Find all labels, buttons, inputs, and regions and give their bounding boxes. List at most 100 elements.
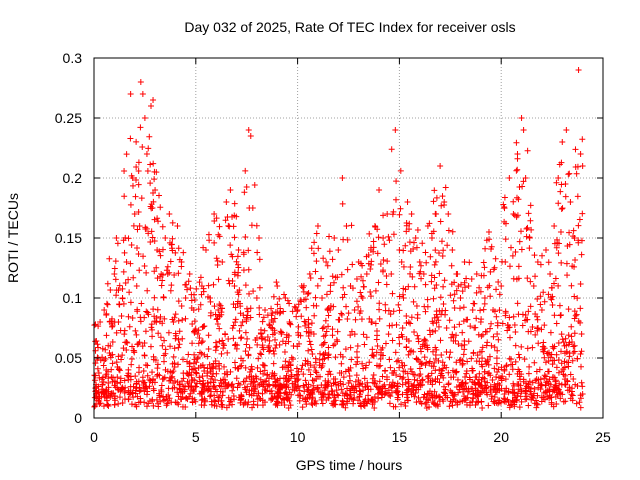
data-point [578,348,585,355]
data-point [424,344,431,351]
data-point [253,295,260,301]
data-point [510,211,517,217]
data-point [175,336,182,343]
data-point [377,355,384,362]
data-point [351,307,358,313]
data-point [284,297,291,304]
data-point [144,362,151,369]
data-point [424,223,431,229]
data-point [376,187,383,193]
data-point [360,399,367,406]
data-point [260,314,267,321]
data-point [386,400,393,407]
data-point [398,359,405,366]
data-point [400,291,406,298]
data-point [246,204,253,211]
data-point [426,327,433,334]
data-point [191,328,198,335]
data-point [437,218,444,225]
data-point [566,229,573,236]
data-point [205,282,212,289]
data-point [145,230,152,237]
data-point [373,349,380,356]
data-point [579,136,586,143]
data-point [544,350,551,357]
data-point [111,401,118,408]
data-point [218,350,225,357]
data-point [185,372,192,379]
data-point [156,372,163,379]
data-point [355,303,362,310]
data-point [558,348,565,355]
data-point [416,259,423,265]
data-point [507,334,514,341]
data-point [338,386,345,393]
data-point [511,322,518,329]
data-point [368,293,375,300]
data-point [309,377,316,384]
data-point [344,395,351,402]
data-point [363,253,370,260]
data-point [546,376,553,383]
data-point [343,223,350,229]
data-point [405,397,412,404]
data-point [242,378,249,385]
data-point [481,368,488,375]
data-point [273,279,280,286]
data-point [418,361,425,368]
data-point [555,357,562,364]
data-point [191,351,198,358]
data-point [488,243,495,250]
data-point [240,251,247,258]
data-point [537,293,544,300]
data-point [133,385,140,392]
data-point [152,187,159,193]
data-point [133,283,140,289]
data-point [557,311,564,318]
data-point [301,388,308,395]
data-point [235,291,242,298]
data-point [334,391,341,398]
data-point [467,399,474,406]
data-point [380,212,387,219]
data-point [242,329,249,336]
data-point [277,309,284,316]
data-point [506,314,513,321]
data-point [291,387,298,394]
data-point [135,181,142,188]
data-point [302,322,309,329]
data-point [204,293,211,300]
data-point [154,306,161,313]
data-point [455,389,462,396]
data-point [170,379,177,386]
data-point [250,401,257,408]
data-point [417,262,424,269]
data-point [463,316,470,323]
data-point [471,300,478,307]
data-point [262,307,269,313]
data-point [168,282,175,289]
data-point [418,400,425,407]
data-point [276,295,283,302]
data-point [426,358,433,365]
data-point [217,388,224,395]
data-point [140,253,147,260]
data-point [493,355,500,362]
data-point [151,176,158,183]
data-point [123,151,130,158]
data-point [550,345,557,352]
data-point [139,91,146,97]
data-point [566,170,573,177]
data-point [361,341,368,348]
data-point [387,393,394,400]
data-point [561,381,568,388]
data-point [514,155,521,162]
data-point [396,307,403,314]
data-point [200,244,207,251]
data-point [243,375,250,382]
data-point [541,375,548,382]
data-point [108,366,115,373]
data-point [164,271,171,278]
data-point [531,390,538,397]
data-point [308,320,315,327]
